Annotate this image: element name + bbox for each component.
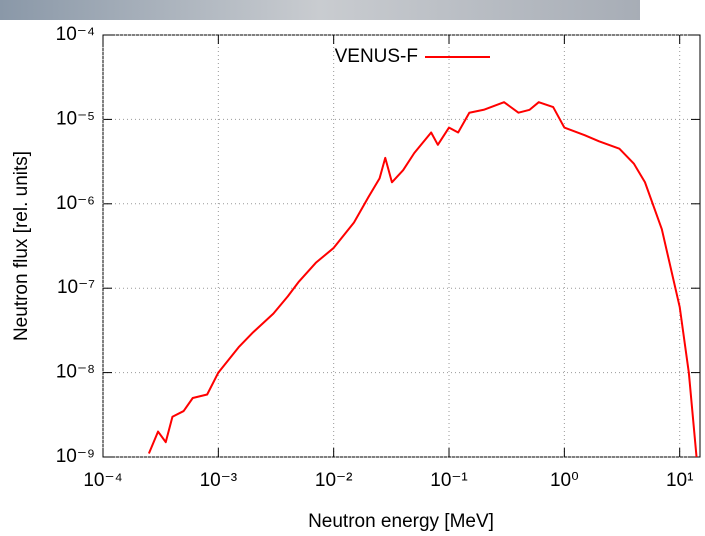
x-tick-label: 10¹ <box>666 470 693 491</box>
y-tick-label: 10⁻⁷ <box>57 277 95 298</box>
x-tick-label: 10⁰ <box>550 470 579 491</box>
y-tick-label: 10⁻⁸ <box>56 362 95 383</box>
y-tick-label: 10⁻⁵ <box>56 108 95 129</box>
plot-frame <box>102 34 701 458</box>
y-axis-label: Neutron flux [rel. units] <box>11 151 32 341</box>
y-tick-label: 10⁻⁶ <box>56 193 95 214</box>
legend-label: VENUS-F <box>335 46 418 67</box>
y-tick-label: 10⁻⁴ <box>56 24 95 45</box>
x-tick-label: 10⁻⁴ <box>83 470 122 491</box>
x-tick-label: 10⁻³ <box>200 470 238 491</box>
x-tick-label: 10⁻² <box>315 470 353 491</box>
series-line <box>147 101 698 457</box>
plot-background <box>0 20 705 536</box>
y-tick-label: 10⁻⁹ <box>56 446 95 467</box>
x-tick-label: 10⁻¹ <box>430 470 468 491</box>
x-axis-label: Neutron energy [MeV] <box>308 511 494 532</box>
